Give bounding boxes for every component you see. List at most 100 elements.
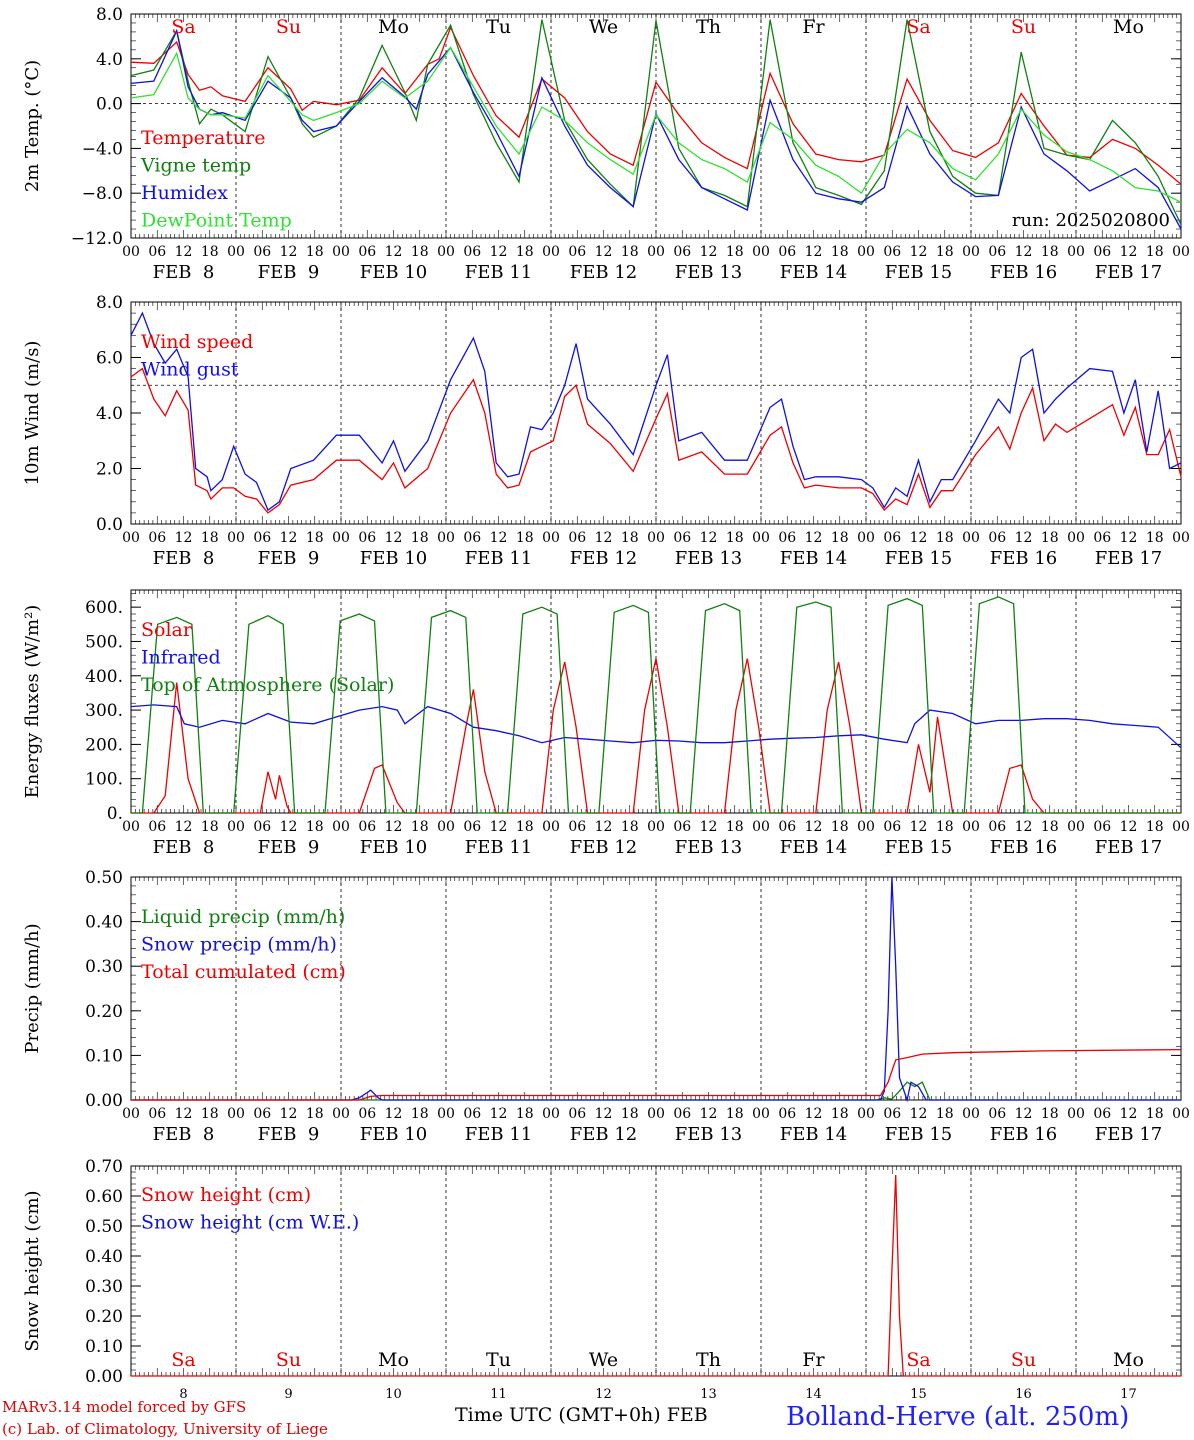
hour-tick-label: 00 bbox=[752, 1106, 770, 1122]
y-axis-label: 10m Wind (m/s) bbox=[22, 341, 43, 486]
hour-tick-label: 18 bbox=[411, 530, 429, 546]
y-tick-label: 4.0 bbox=[96, 50, 123, 70]
y-tick-label: 0.30 bbox=[85, 1277, 123, 1297]
hour-tick-label: 12 bbox=[805, 244, 823, 260]
hour-tick-label: 00 bbox=[1067, 1106, 1085, 1122]
legend-entry: Humidex bbox=[141, 182, 228, 204]
y-tick-label: −4.0 bbox=[82, 139, 123, 159]
hour-tick-label: 18 bbox=[1146, 1106, 1164, 1122]
hour-tick-label: 12 bbox=[385, 530, 403, 546]
hour-tick-label: 06 bbox=[463, 244, 481, 260]
y-tick-label: −8.0 bbox=[82, 184, 123, 204]
hour-tick-label: 00 bbox=[962, 530, 980, 546]
hour-tick-label: 18 bbox=[306, 1106, 324, 1122]
hour-tick-label: 12 bbox=[1120, 244, 1138, 260]
date-label: FEB 8 bbox=[153, 262, 215, 283]
hour-tick-label: 00 bbox=[437, 530, 455, 546]
day-name: Sa bbox=[171, 1349, 195, 1371]
hour-tick-label: 00 bbox=[647, 1106, 665, 1122]
date-label: FEB 15 bbox=[885, 262, 952, 283]
legend-entry: Snow height (cm) bbox=[141, 1184, 311, 1206]
day-name: Su bbox=[276, 1349, 301, 1371]
day-name: Tu bbox=[486, 1349, 511, 1371]
hour-tick-label: 00 bbox=[227, 244, 245, 260]
hour-tick-label: 18 bbox=[1146, 530, 1164, 546]
series-line bbox=[130, 367, 1182, 514]
hour-tick-label: 00 bbox=[332, 819, 350, 835]
day-name: Tu bbox=[486, 16, 511, 38]
date-label: FEB 11 bbox=[465, 548, 532, 569]
hour-tick-label: 06 bbox=[148, 819, 166, 835]
hour-tick-label: 06 bbox=[988, 1106, 1006, 1122]
hour-tick-label: 06 bbox=[673, 819, 691, 835]
hour-tick-label: 06 bbox=[463, 819, 481, 835]
date-number: 17 bbox=[1120, 1387, 1137, 1402]
day-name: We bbox=[589, 16, 618, 38]
day-name: Fr bbox=[802, 16, 825, 38]
hour-tick-label: 18 bbox=[726, 1106, 744, 1122]
hour-tick-label: 06 bbox=[988, 530, 1006, 546]
series-line bbox=[130, 19, 1182, 225]
legend-entry: Temperature bbox=[141, 127, 265, 149]
hour-tick-label: 18 bbox=[306, 530, 324, 546]
hour-tick-label: 00 bbox=[122, 530, 140, 546]
legend-entry: Wind speed bbox=[141, 331, 253, 353]
legend-entry: Infrared bbox=[141, 647, 221, 669]
y-axis-label: Energy fluxes (W/m²) bbox=[22, 605, 43, 799]
date-label: FEB 14 bbox=[780, 1124, 847, 1145]
date-label: FEB 15 bbox=[885, 548, 952, 569]
day-name: Mo bbox=[378, 16, 409, 38]
hour-tick-label: 18 bbox=[516, 530, 534, 546]
hour-tick-label: 18 bbox=[411, 244, 429, 260]
hour-tick-label: 06 bbox=[1093, 530, 1111, 546]
date-label: FEB 17 bbox=[1095, 1124, 1162, 1145]
hour-tick-label: 12 bbox=[805, 530, 823, 546]
date-number: 16 bbox=[1015, 1387, 1032, 1402]
hour-tick-label: 12 bbox=[280, 244, 298, 260]
hour-tick-label: 00 bbox=[752, 530, 770, 546]
series-line bbox=[131, 658, 1181, 814]
hour-tick-label: 18 bbox=[621, 1106, 639, 1122]
legend-entry: Top of Atmosphere (Solar) bbox=[141, 674, 394, 696]
hour-tick-label: 18 bbox=[1041, 819, 1059, 835]
hour-tick-label: 12 bbox=[1015, 530, 1033, 546]
hour-tick-label: 18 bbox=[201, 819, 219, 835]
y-tick-label: 6.0 bbox=[96, 349, 123, 369]
hour-tick-label: 18 bbox=[516, 244, 534, 260]
day-name: Sa bbox=[906, 16, 930, 38]
date-label: FEB 17 bbox=[1095, 262, 1162, 283]
y-tick-label: 100. bbox=[85, 770, 123, 790]
y-tick-label: 8.0 bbox=[96, 293, 123, 313]
hour-tick-label: 00 bbox=[122, 819, 140, 835]
hour-tick-label: 18 bbox=[516, 819, 534, 835]
hour-tick-label: 12 bbox=[595, 530, 613, 546]
hour-tick-label: 18 bbox=[411, 819, 429, 835]
y-axis-label: Precip (mm/h) bbox=[22, 923, 43, 1053]
day-name: Mo bbox=[378, 1349, 409, 1371]
hour-tick-label: 00 bbox=[542, 819, 560, 835]
y-tick-label: 500. bbox=[85, 632, 123, 652]
hour-tick-label: 12 bbox=[700, 819, 718, 835]
hour-tick-label: 18 bbox=[1041, 1106, 1059, 1122]
y-tick-label: 0.0 bbox=[96, 95, 123, 115]
hour-tick-label: 12 bbox=[910, 530, 928, 546]
date-number: 15 bbox=[910, 1387, 927, 1402]
hour-tick-label: 00 bbox=[857, 1106, 875, 1122]
hour-tick-label: 00 bbox=[857, 530, 875, 546]
legend-entry: Snow height (cm W.E.) bbox=[141, 1212, 359, 1234]
day-name: Th bbox=[696, 16, 721, 38]
hour-tick-label: 12 bbox=[700, 530, 718, 546]
hour-tick-label: 18 bbox=[306, 819, 324, 835]
hour-tick-label: 00 bbox=[1172, 244, 1190, 260]
hour-tick-label: 00 bbox=[227, 1106, 245, 1122]
hour-tick-label: 00 bbox=[437, 819, 455, 835]
y-tick-label: 0.30 bbox=[85, 957, 123, 977]
series-line bbox=[130, 28, 1182, 230]
hour-tick-label: 06 bbox=[673, 530, 691, 546]
hour-tick-label: 00 bbox=[1067, 530, 1085, 546]
hour-tick-label: 18 bbox=[936, 1106, 954, 1122]
y-axis-label: 2m Temp. (°C) bbox=[22, 60, 43, 192]
hour-tick-label: 06 bbox=[463, 530, 481, 546]
hour-tick-label: 12 bbox=[280, 530, 298, 546]
y-tick-label: 4.0 bbox=[96, 404, 123, 424]
